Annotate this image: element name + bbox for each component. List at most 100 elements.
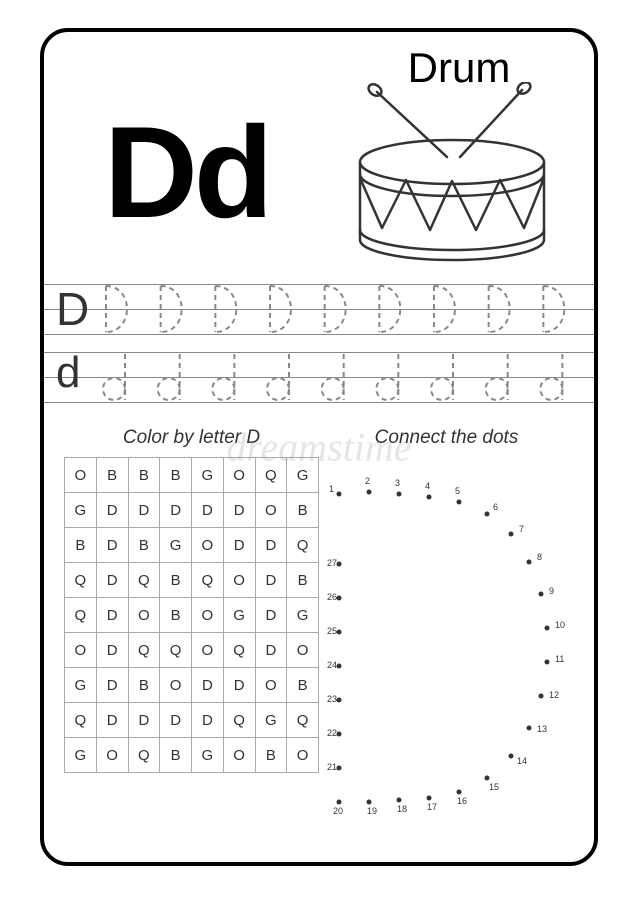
connect-dot <box>457 500 462 505</box>
letter-grid-cell: G <box>287 458 319 493</box>
letter-grid-cell: Q <box>128 738 160 773</box>
connect-dot-label: 7 <box>519 524 524 534</box>
color-by-title: Color by letter D <box>64 427 319 449</box>
letter-grid-cell: O <box>287 738 319 773</box>
connect-dot <box>367 490 372 495</box>
letter-grid-cell: Q <box>223 703 255 738</box>
connect-dot-label: 14 <box>517 756 527 766</box>
letter-grid-cell: D <box>255 598 287 633</box>
letter-grid-cell: D <box>96 528 128 563</box>
letter-grid-cell: O <box>65 458 97 493</box>
letter-grid-cell: G <box>65 738 97 773</box>
connect-dot <box>337 766 342 771</box>
connect-dot-label: 23 <box>327 694 337 704</box>
connect-dot-label: 27 <box>327 558 337 568</box>
letter-grid-cell: O <box>255 493 287 528</box>
letter-grid-cell: B <box>160 458 192 493</box>
connect-dot-label: 17 <box>427 802 437 812</box>
letter-grid-cell: D <box>96 493 128 528</box>
letter-grid-cell: G <box>65 493 97 528</box>
letter-grid-cell: D <box>223 668 255 703</box>
tracing-section: D d <box>44 280 594 406</box>
letter-grid-cell: B <box>255 738 287 773</box>
letter-grid-cell: G <box>65 668 97 703</box>
connect-dot <box>457 790 462 795</box>
letter-grid-cell: B <box>96 458 128 493</box>
connect-dot-label: 4 <box>425 481 430 491</box>
connect-dot-label: 18 <box>397 804 407 814</box>
letter-grid-cell: B <box>287 563 319 598</box>
letter-grid-cell: B <box>287 668 319 703</box>
letter-grid-cell: O <box>255 668 287 703</box>
letter-grid-cell: D <box>223 493 255 528</box>
connect-dot <box>337 562 342 567</box>
connect-dot <box>337 800 342 805</box>
color-by-letter: Color by letter D OBBBGOQGGDDDDDOBBDBGOD… <box>64 427 319 773</box>
connect-dot-label: 22 <box>327 728 337 738</box>
trace-dashed-upper <box>102 284 594 334</box>
connect-dot-label: 1 <box>329 484 334 494</box>
letter-grid-cell: Q <box>223 633 255 668</box>
letter-grid-cell: D <box>255 633 287 668</box>
letter-grid-cell: D <box>255 528 287 563</box>
letter-grid-cell: Q <box>255 458 287 493</box>
letter-grid-cell: O <box>192 598 224 633</box>
connect-dot-label: 8 <box>537 552 542 562</box>
connect-dot <box>527 726 532 731</box>
connect-dot-label: 2 <box>365 476 370 486</box>
letter-grid-cell: B <box>160 598 192 633</box>
worksheet-frame: Dd Drum <box>40 28 598 866</box>
trace-solid-lower: d <box>56 348 80 398</box>
connect-dot-label: 16 <box>457 796 467 806</box>
connect-dot <box>485 512 490 517</box>
letter-grid-cell: D <box>160 493 192 528</box>
connect-dot <box>527 560 532 565</box>
letter-grid-cell: G <box>192 458 224 493</box>
trace-solid-upper: D <box>56 282 89 336</box>
connect-dot <box>485 776 490 781</box>
connect-dot-label: 24 <box>327 660 337 670</box>
trace-row-lower: d <box>44 348 594 406</box>
letter-grid-cell: D <box>96 598 128 633</box>
letter-grid-cell: O <box>223 563 255 598</box>
letter-grid-cell: O <box>192 633 224 668</box>
connect-dot-label: 6 <box>493 502 498 512</box>
letter-grid-cell: G <box>160 528 192 563</box>
letter-grid-cell: B <box>128 458 160 493</box>
letter-grid-cell: B <box>160 563 192 598</box>
connect-dot <box>337 664 342 669</box>
letter-grid: OBBBGOQGGDDDDDOBBDBGODDQQDQBQODBQDOBOGDG… <box>64 457 319 773</box>
letter-grid-cell: D <box>223 528 255 563</box>
letter-grid-cell: O <box>192 528 224 563</box>
connect-dot-label: 20 <box>333 806 343 816</box>
connect-dot-label: 10 <box>555 620 565 630</box>
connect-dot-label: 13 <box>537 724 547 734</box>
letter-grid-cell: O <box>223 458 255 493</box>
letter-grid-cell: O <box>65 633 97 668</box>
connect-dot-label: 15 <box>489 782 499 792</box>
connect-the-dots: Connect the dots 12345678910111213141516… <box>319 427 574 852</box>
activities-section: Color by letter D OBBBGOQGGDDDDDOBBDBGOD… <box>44 427 594 867</box>
letter-grid-cell: B <box>128 668 160 703</box>
letter-grid-cell: O <box>223 738 255 773</box>
connect-dot <box>397 798 402 803</box>
letter-grid-cell: G <box>192 738 224 773</box>
connect-dot <box>545 660 550 665</box>
trace-row-upper: D <box>44 280 594 338</box>
letter-grid-cell: O <box>96 738 128 773</box>
letter-grid-cell: D <box>96 633 128 668</box>
connect-dot <box>427 796 432 801</box>
connect-dots-canvas: 1234567891011121314151617181920212223242… <box>319 457 574 847</box>
connect-dot <box>337 630 342 635</box>
letter-grid-cell: Q <box>65 563 97 598</box>
letter-grid-cell: D <box>192 668 224 703</box>
connect-dot-label: 19 <box>367 806 377 816</box>
letter-grid-cell: Q <box>287 703 319 738</box>
letter-grid-cell: O <box>160 668 192 703</box>
connect-dot <box>337 732 342 737</box>
connect-dot-label: 26 <box>327 592 337 602</box>
letter-grid-cell: Q <box>287 528 319 563</box>
connect-dot-label: 5 <box>455 486 460 496</box>
connect-title: Connect the dots <box>319 427 574 449</box>
letter-grid-cell: B <box>128 528 160 563</box>
